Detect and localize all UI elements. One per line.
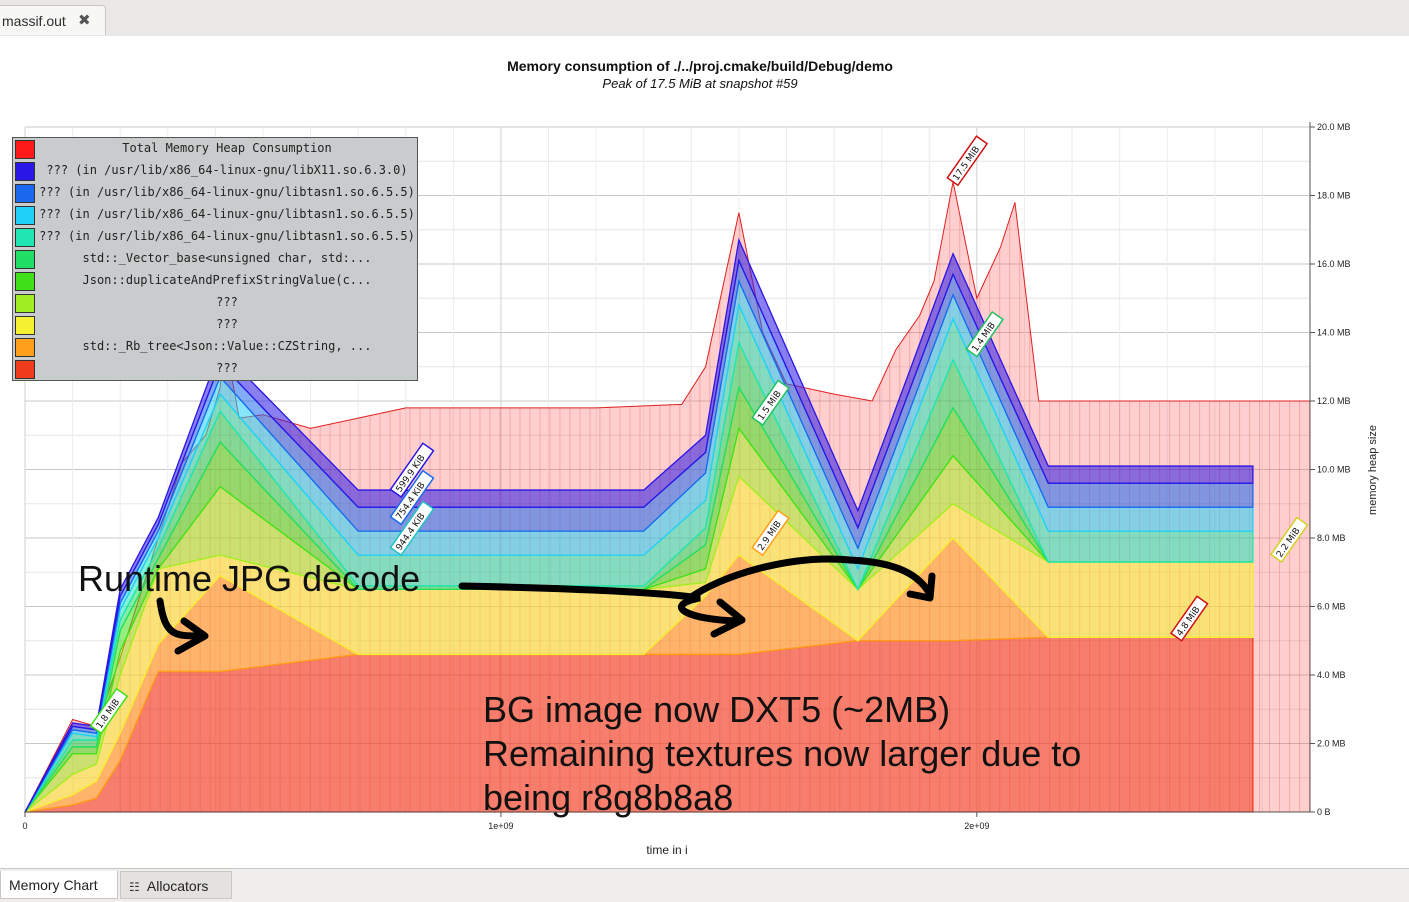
annotation-arrow — [156, 597, 204, 640]
tab-memory-chart-label: Memory Chart — [9, 877, 98, 893]
y-axis-label: memory heap size — [1367, 425, 1379, 515]
peak-label-box — [751, 509, 790, 557]
tab-bar: massif.out ✖ — [0, 0, 1409, 37]
legend-swatch — [15, 228, 35, 247]
arrow-head — [174, 617, 209, 655]
y-tick-label: 8.0 MB — [1317, 533, 1346, 543]
peak-label-box — [89, 687, 129, 735]
legend-label: Total Memory Heap Consumption — [122, 141, 332, 155]
legend-label: ??? (in /usr/lib/x86_64-linux-gnu/libtas… — [39, 207, 415, 221]
legend-item: ??? (in /usr/lib/x86_64-linux-gnu/libtas… — [13, 182, 417, 204]
annotation-arrows — [156, 555, 936, 655]
tab-label: massif.out — [2, 13, 66, 29]
peak-label-box — [1269, 516, 1309, 564]
annotation-bg-line3: being r8g8b8a8 — [483, 777, 734, 818]
peak-label-box — [965, 310, 1004, 358]
y-tick-label: 10.0 MB — [1317, 465, 1351, 475]
legend-label: std::_Rb_tree<Json::Value::CZString, ... — [82, 339, 372, 353]
y-tick-label: 6.0 MB — [1317, 602, 1346, 612]
annotation-runtime-jpg: Runtime JPG decode — [78, 558, 421, 599]
peak-label-box — [946, 135, 989, 187]
legend-item: ??? (in /usr/lib/x86_64-linux-gnu/libtas… — [13, 226, 417, 248]
legend-swatch — [15, 184, 35, 203]
legend-swatch — [15, 360, 35, 379]
legend-label: std::_Vector_base<unsigned char, std:... — [82, 251, 372, 265]
chart-title: Memory consumption of ./../proj.cmake/bu… — [507, 58, 893, 74]
chart-subtitle: Peak of 17.5 MiB at snapshot #59 — [602, 76, 797, 91]
legend-item: ??? — [13, 358, 417, 380]
legend-item: std::_Rb_tree<Json::Value::CZString, ... — [13, 336, 417, 358]
chart-legend: Total Memory Heap Consumption ??? (in /u… — [12, 137, 418, 381]
x-tick-label: 1e+09 — [488, 821, 513, 831]
memory-chart: 0 B 2.0 MB 4.0 MB 6.0 MB 8.0 MB 10.0 MB 12.0 M… — [22, 58, 1379, 857]
arrow-head — [710, 598, 746, 638]
legend-swatch — [15, 206, 35, 225]
y-tick-label: 2.0 MB — [1317, 739, 1346, 749]
y-tick-label: 20.0 MB — [1317, 122, 1351, 132]
annotation-arrow — [686, 555, 932, 602]
axes: 0 B 2.0 MB 4.0 MB 6.0 MB 8.0 MB 10.0 MB 12.0 M… — [22, 122, 1351, 831]
legend-swatch — [15, 338, 35, 357]
list-icon: ☷ — [129, 880, 140, 894]
tab-memory-chart[interactable]: Memory Chart — [0, 871, 118, 899]
x-tick-label: 0 — [22, 821, 27, 831]
legend-swatch — [15, 250, 35, 269]
annotation-bg-line2: Remaining textures now larger due to — [483, 733, 1082, 774]
legend-label: ??? — [216, 361, 238, 375]
close-icon[interactable]: ✖ — [78, 11, 91, 29]
y-tick-label: 14.0 MB — [1317, 328, 1351, 338]
legend-swatch — [15, 162, 35, 181]
y-tick-label: 12.0 MB — [1317, 396, 1351, 406]
legend-label: ??? (in /usr/lib/x86_64-linux-gnu/libX11… — [46, 163, 408, 177]
peak-label-box — [389, 469, 435, 526]
legend-item: std::_Vector_base<unsigned char, std:... — [13, 248, 417, 270]
annotation-bg-line1: BG image now DXT5 (~2MB) — [483, 689, 951, 730]
legend-item: ??? — [13, 292, 417, 314]
legend-swatch — [15, 140, 35, 159]
legend-swatch — [15, 272, 35, 291]
y-tick-label: 18.0 MB — [1317, 191, 1351, 201]
chart-frame: 0 B 2.0 MB 4.0 MB 6.0 MB 8.0 MB 10.0 MB 12.0 M… — [0, 36, 1409, 869]
y-tick-label: 4.0 MB — [1317, 670, 1346, 680]
series-area-9 — [24, 237, 1254, 813]
peak-label: 17.5 MiB — [946, 135, 989, 187]
tab-allocators[interactable]: ☷ Allocators — [120, 871, 232, 899]
legend-label: Json::duplicateAndPrefixStringValue(c... — [82, 273, 372, 287]
legend-label: ??? — [216, 295, 238, 309]
bottom-tab-bar: Memory Chart ☷ Allocators — [0, 869, 1409, 902]
x-axis-label: time in i — [646, 843, 687, 857]
y-tick-label: 16.0 MB — [1317, 259, 1351, 269]
legend-label: ??? (in /usr/lib/x86_64-linux-gnu/libtas… — [39, 229, 415, 243]
tab-massif-out[interactable]: massif.out ✖ — [0, 5, 106, 35]
legend-item: ??? (in /usr/lib/x86_64-linux-gnu/libtas… — [13, 204, 417, 226]
stacked-series — [24, 237, 1254, 813]
legend-label: ??? (in /usr/lib/x86_64-linux-gnu/libtas… — [39, 185, 415, 199]
legend-swatch — [15, 316, 35, 335]
legend-label: ??? — [216, 317, 238, 331]
legend-swatch — [15, 294, 35, 313]
arrow-head — [906, 572, 936, 602]
peak-label-box — [389, 442, 435, 498]
x-tick-label: 2e+09 — [964, 821, 989, 831]
legend-item: ??? (in /usr/lib/x86_64-linux-gnu/libX11… — [13, 160, 417, 182]
legend-item-total: Total Memory Heap Consumption — [13, 138, 417, 160]
legend-item: ??? — [13, 314, 417, 336]
legend-item: Json::duplicateAndPrefixStringValue(c... — [13, 270, 417, 292]
y-tick-label: 0 B — [1317, 807, 1331, 817]
peak-label-box — [389, 500, 435, 557]
peak-label-box — [1169, 595, 1209, 642]
tab-allocators-label: Allocators — [146, 878, 209, 894]
peak-label-box — [751, 379, 790, 427]
